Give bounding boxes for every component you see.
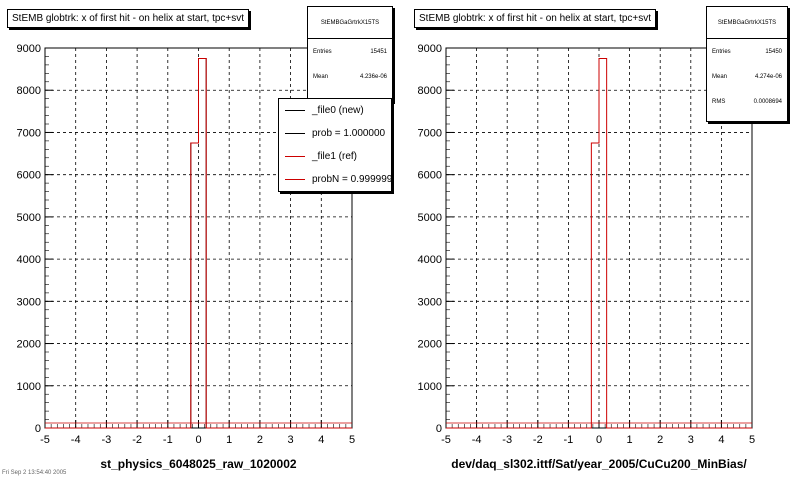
histogram-series-1 xyxy=(45,58,352,429)
x-tick-label: 3 xyxy=(688,434,694,446)
legend-item: _file1 (ref) xyxy=(279,145,391,168)
legend-line xyxy=(285,156,305,157)
legend-item: prob = 1.000000 xyxy=(279,122,391,145)
x-tick-label: -1 xyxy=(564,434,574,446)
x-tick-label: -3 xyxy=(502,434,512,446)
right-stats-box: StEMBGaGrtrkX15TS Entries 15450 Mean 4.2… xyxy=(706,6,788,122)
legend-item: _file0 (new) xyxy=(279,99,391,122)
y-tick-label: 1000 xyxy=(418,381,442,393)
x-tick-label: 4 xyxy=(318,434,324,446)
y-tick-label: 8000 xyxy=(418,85,442,97)
x-tick-label: 3 xyxy=(288,434,294,446)
y-tick-label: 9000 xyxy=(17,43,41,55)
x-tick-label: -4 xyxy=(472,434,482,446)
stats-value: 15450 xyxy=(765,48,782,55)
stats-label: Mean xyxy=(313,73,329,80)
left-stats-name: StEMBGaGrtrkX15TS xyxy=(308,7,392,39)
x-tick-label: -3 xyxy=(102,434,112,446)
y-tick-label: 7000 xyxy=(17,127,41,139)
legend-line xyxy=(285,179,305,180)
x-axis-label: dev/daq_sl302.ittf/Sat/year_2005/CuCu200… xyxy=(451,457,747,471)
x-tick-label: 5 xyxy=(349,434,355,446)
y-tick-label: 4000 xyxy=(418,254,442,266)
y-tick-label: 0 xyxy=(436,423,442,435)
y-tick-label: 5000 xyxy=(418,212,442,224)
right-stats-name: StEMBGaGrtrkX15TS xyxy=(707,7,787,39)
x-tick-label: 5 xyxy=(749,434,755,446)
stats-label: RMS xyxy=(712,98,726,105)
x-tick-label: 1 xyxy=(226,434,232,446)
x-tick-label: 0 xyxy=(195,434,201,446)
x-axis-label: st_physics_6048025_raw_1020002 xyxy=(100,457,296,471)
legend-label: _file0 (new) xyxy=(312,105,364,116)
x-tick-label: 0 xyxy=(596,434,602,446)
chart-panel-right: 0 1000 2000 3000 4000 5000 6000 7000 8000 9000 -5 -… xyxy=(418,43,756,471)
x-tick-label: -2 xyxy=(533,434,543,446)
left-legend: _file0 (new) prob = 1.000000 _file1 (ref… xyxy=(278,98,392,192)
histogram-series-0 xyxy=(446,58,752,429)
legend-line xyxy=(285,133,305,134)
right-stats-row-entries: Entries 15450 xyxy=(707,39,787,64)
x-tick-label: -1 xyxy=(163,434,173,446)
y-tick-label: 5000 xyxy=(17,212,41,224)
y-tick-label: 1000 xyxy=(17,381,41,393)
y-tick-label: 2000 xyxy=(418,339,442,351)
y-tick-label: 6000 xyxy=(17,170,41,182)
stats-value: 4.236e-06 xyxy=(359,73,387,80)
stats-value: 4.274e-06 xyxy=(754,73,782,80)
legend-item: probN = 0.999999 xyxy=(279,168,391,191)
y-tick-label: 3000 xyxy=(17,296,41,308)
x-tick-label: -4 xyxy=(71,434,81,446)
y-tick-label: 2000 xyxy=(17,339,41,351)
right-stats-row-rms: RMS 0.0008694 xyxy=(707,89,787,114)
y-tick-label: 7000 xyxy=(418,127,442,139)
stats-label: Entries xyxy=(712,48,731,55)
legend-label: _file1 (ref) xyxy=(312,151,358,162)
y-tick-label: 9000 xyxy=(418,43,442,55)
right-plot-title: StEMB globtrk: x of first hit - on helix… xyxy=(414,9,657,28)
stats-value: 0.0008694 xyxy=(753,98,782,105)
y-tick-label: 3000 xyxy=(418,296,442,308)
y-tick-label: 8000 xyxy=(17,85,41,97)
stats-label: Mean xyxy=(712,73,728,80)
timestamp-footer: Fri Sep 2 13:54:40 2005 xyxy=(2,470,67,476)
x-tick-label: -5 xyxy=(40,434,50,446)
left-stats-row-entries: Entries 15451 xyxy=(308,39,392,64)
x-tick-label: -5 xyxy=(441,434,451,446)
stats-label: Entries xyxy=(313,48,332,55)
x-tick-label: 2 xyxy=(657,434,663,446)
x-tick-label: 2 xyxy=(257,434,263,446)
stats-value: 15451 xyxy=(370,48,387,55)
x-tick-label: 1 xyxy=(627,434,633,446)
left-stats-row-mean: Mean 4.236e-06 xyxy=(308,64,392,89)
left-stats-box: StEMBGaGrtrkX15TS Entries 15451 Mean 4.2… xyxy=(307,6,393,102)
legend-label: probN = 0.999999 xyxy=(312,174,392,185)
y-tick-label: 0 xyxy=(35,423,41,435)
legend-line xyxy=(285,110,305,111)
x-tick-label: 4 xyxy=(718,434,724,446)
right-stats-row-mean: Mean 4.274e-06 xyxy=(707,64,787,89)
legend-label: prob = 1.000000 xyxy=(312,128,386,139)
y-tick-label: 4000 xyxy=(17,254,41,266)
y-tick-label: 6000 xyxy=(418,170,442,182)
left-plot-title: StEMB globtrk: x of first hit - on helix… xyxy=(7,9,250,28)
x-tick-label: -2 xyxy=(132,434,142,446)
